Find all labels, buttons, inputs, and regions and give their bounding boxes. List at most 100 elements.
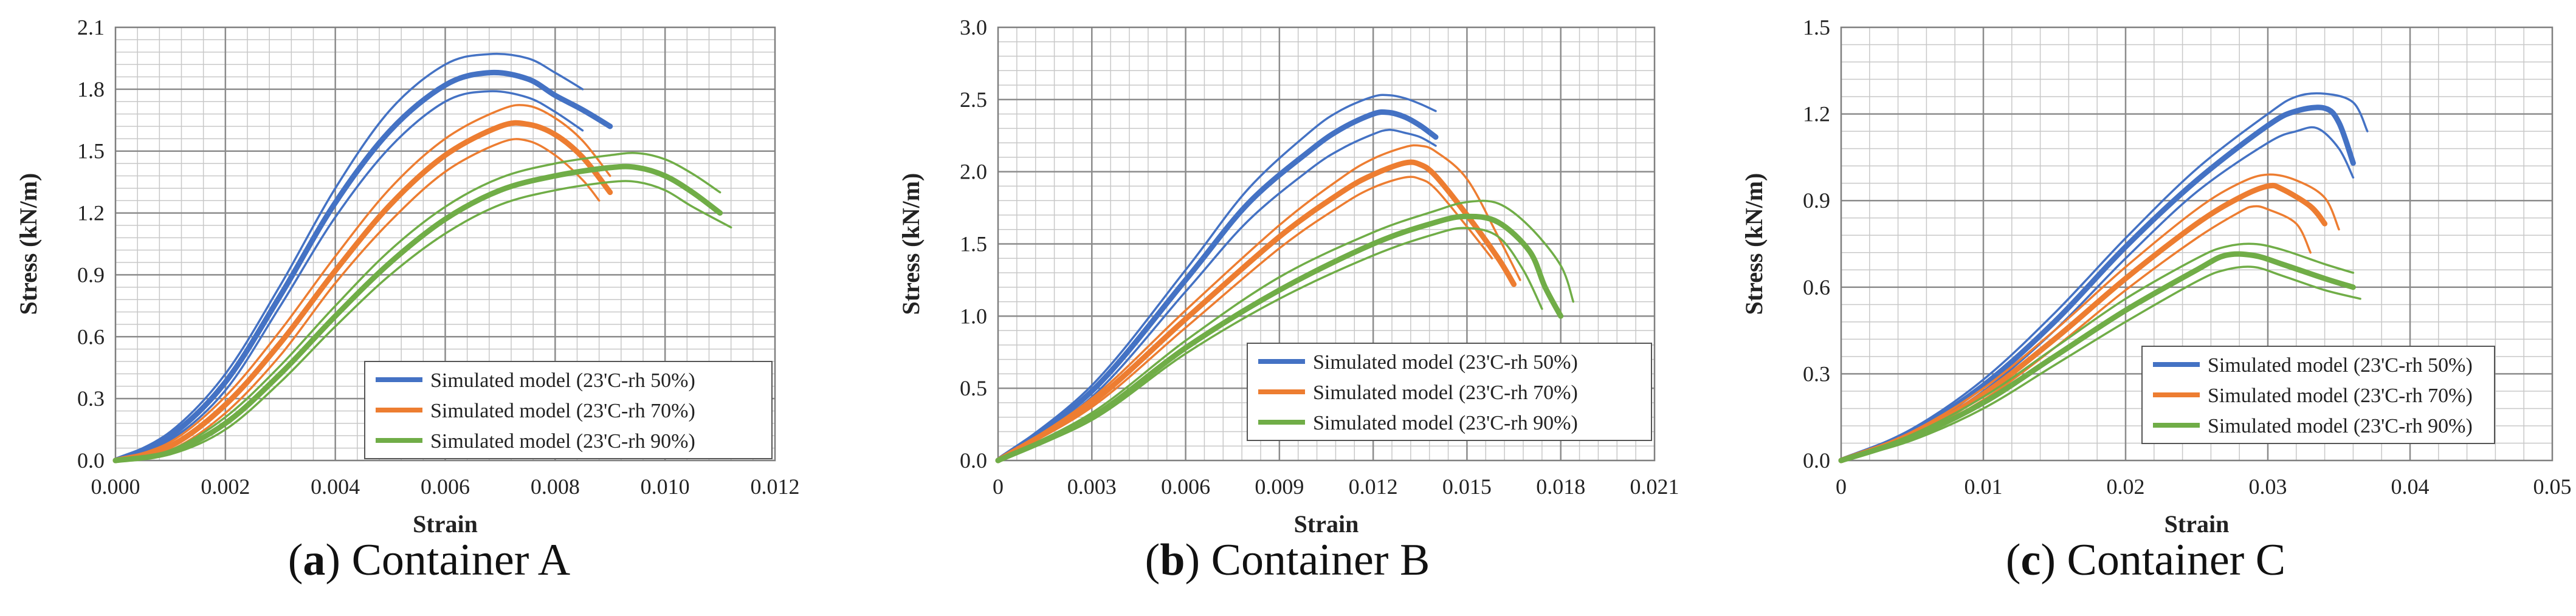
legend-label: Simulated model (23'C-rh 70%) xyxy=(2208,385,2473,407)
x-tick-label: 0.04 xyxy=(2391,474,2430,499)
series-bound-line xyxy=(997,94,1437,462)
chart-caption-b: (b) Container B xyxy=(1145,535,1430,585)
x-tick-label: 0.010 xyxy=(641,474,690,499)
series-bound-line xyxy=(114,90,584,462)
legend-label: Simulated model (23'C-rh 50%) xyxy=(430,369,695,392)
y-tick-label: 0.3 xyxy=(77,386,105,411)
x-tick-label: 0.009 xyxy=(1255,474,1304,499)
y-tick-label: 0.5 xyxy=(960,376,987,400)
legend: Simulated model (23'C-rh 50%) Simulated m… xyxy=(1247,343,1652,441)
chart-panel-b: 0 0.003 0.006 0.009 0.012 0.015 0.018 0.021 0.0 0… xyxy=(858,0,1717,616)
series-bound-line xyxy=(114,138,601,462)
series-bound-line xyxy=(997,227,1543,462)
y-tick-label: 2.5 xyxy=(960,87,987,112)
chart-svg-c: 0 0.01 0.02 0.03 0.04 0.05 0.0 0.3 0.6 0.9 1.2 1.5 S… xyxy=(1740,15,2572,538)
y-tick-label: 1.0 xyxy=(960,304,987,328)
caption-text: Container C xyxy=(2067,535,2286,585)
legend-box xyxy=(364,361,773,459)
x-tick-label: 0.006 xyxy=(421,474,470,499)
x-tick-label: 0.004 xyxy=(311,474,360,499)
series-3 xyxy=(995,199,1575,464)
series-2 xyxy=(112,104,613,464)
chart-panel-a: 0.000 0.002 0.004 0.006 0.008 0.010 0.012 0.0 0.… xyxy=(0,0,858,616)
y-tick-label: 2.1 xyxy=(77,15,105,39)
y-tick-label: 2.0 xyxy=(960,160,987,184)
y-tick-label: 1.8 xyxy=(77,77,105,101)
x-tick-label: 0.01 xyxy=(1965,474,2003,499)
y-tick-label: 1.5 xyxy=(960,232,987,256)
x-tick-label: 0.003 xyxy=(1067,474,1117,499)
series-main-line xyxy=(112,120,613,464)
x-tick-label: 0.02 xyxy=(2107,474,2145,499)
x-tick-label: 0.018 xyxy=(1536,474,1585,499)
series-bound-line xyxy=(114,152,721,462)
y-tick-label: 1.5 xyxy=(1803,15,1830,39)
y-tick-label: 1.2 xyxy=(77,201,105,225)
legend-box xyxy=(1247,343,1652,441)
series-bound-line xyxy=(1840,265,2361,462)
x-tick-label: 0.05 xyxy=(2533,474,2572,499)
caption-letter: a xyxy=(303,535,326,585)
y-tick-label: 1.2 xyxy=(1803,102,1830,126)
caption-text: Container A xyxy=(351,535,571,585)
series-main-line xyxy=(112,163,723,464)
x-tick-label: 0.002 xyxy=(201,474,250,499)
series-1 xyxy=(112,52,613,464)
y-tick-label: 0.0 xyxy=(77,448,105,473)
y-tick-label: 0.6 xyxy=(1803,275,1830,299)
x-tick-label: 0.021 xyxy=(1630,474,1679,499)
series-main-line xyxy=(112,69,613,464)
legend: Simulated model (23'C-rh 50%) Simulated m… xyxy=(2141,346,2495,444)
x-tick-label: 0.012 xyxy=(751,474,800,499)
series-3 xyxy=(112,152,732,464)
y-tick-label: 0.6 xyxy=(77,324,105,349)
plot-frame xyxy=(114,26,776,462)
series-bound-line xyxy=(114,52,584,462)
series-bound-line xyxy=(114,180,732,462)
x-axis-label: Strain xyxy=(413,510,478,538)
legend-label: Simulated model (23'C-rh 50%) xyxy=(1313,351,1578,374)
chart-panel-c: 0 0.01 0.02 0.03 0.04 0.05 0.0 0.3 0.6 0.9 1.2 1.5 S… xyxy=(1717,0,2575,616)
legend-label: Simulated model (23'C-rh 70%) xyxy=(1313,382,1578,404)
x-tick-label: 0.03 xyxy=(2249,474,2287,499)
series-3 xyxy=(1838,242,2361,464)
x-tick-label: 0.012 xyxy=(1349,474,1398,499)
chart-svg-a: 0.000 0.002 0.004 0.006 0.008 0.010 0.012 0.0 0.… xyxy=(15,15,800,538)
series-bound-line xyxy=(997,144,1521,462)
x-tick-label: 0.000 xyxy=(91,474,140,499)
plot-frame xyxy=(997,26,1656,462)
series-bound-line xyxy=(1840,173,2340,462)
series-bound-line xyxy=(997,128,1437,462)
series-main-line xyxy=(1838,251,2356,464)
y-tick-label: 0.3 xyxy=(1803,361,1830,386)
series-main-line xyxy=(995,213,1564,464)
caption-letter: c xyxy=(2020,535,2041,585)
series-main-line xyxy=(1838,104,2356,464)
x-axis-label: Strain xyxy=(2164,510,2230,538)
x-tick-label: 0 xyxy=(993,474,1004,499)
y-axis-label: Stress (kN/m) xyxy=(15,173,42,315)
x-tick-label: 0 xyxy=(1836,474,1847,499)
legend-label: Simulated model (23'C-rh 90%) xyxy=(2208,415,2473,437)
legend-box xyxy=(2141,346,2495,444)
grid xyxy=(1841,27,2552,460)
legend-label: Simulated model (23'C-rh 50%) xyxy=(2208,354,2473,377)
y-tick-label: 1.5 xyxy=(77,139,105,163)
y-tick-label: 0.0 xyxy=(960,448,987,473)
x-tick-label: 0.006 xyxy=(1161,474,1210,499)
series-bound-line xyxy=(997,176,1493,462)
series-bound-line xyxy=(1840,92,2369,462)
legend-label: Simulated model (23'C-rh 90%) xyxy=(430,430,695,453)
chart-caption-a: (a) Container A xyxy=(288,535,571,585)
series-bound-line xyxy=(997,199,1575,462)
series-1 xyxy=(995,94,1439,464)
legend-label: Simulated model (23'C-rh 70%) xyxy=(430,400,695,422)
series-main-line xyxy=(995,109,1439,464)
y-tick-label: 0.0 xyxy=(1803,448,1830,473)
caption-letter: b xyxy=(1160,535,1185,585)
y-axis-label: Stress (kN/m) xyxy=(1740,173,1768,315)
caption-text: Container B xyxy=(1211,535,1430,585)
legend-label: Simulated model (23'C-rh 90%) xyxy=(1313,412,1578,434)
legend: Simulated model (23'C-rh 50%) Simulated m… xyxy=(364,361,773,459)
y-axis-label: Stress (kN/m) xyxy=(897,173,925,315)
